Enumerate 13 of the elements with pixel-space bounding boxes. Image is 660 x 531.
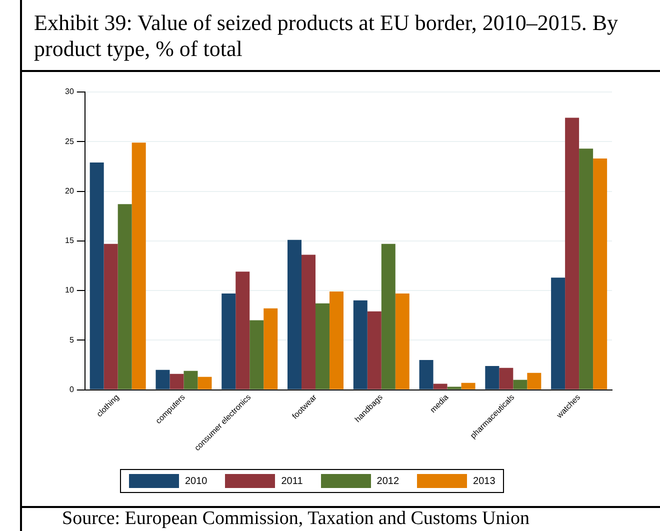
source-note: Source: European Commission, Taxation and Customs Union <box>20 508 660 531</box>
y-tick-label: 25 <box>64 136 74 146</box>
y-tick-label: 15 <box>64 236 74 246</box>
y-tick-label: 5 <box>69 335 74 344</box>
legend-label: 2013 <box>473 476 496 486</box>
y-tick-label: 20 <box>64 186 74 196</box>
legend-label: 2012 <box>376 476 400 486</box>
y-tick-label: 10 <box>64 286 74 295</box>
y-tick-label: 0 <box>69 384 74 394</box>
legend-label: 2010 <box>185 476 208 486</box>
legend-label: 2011 <box>281 476 303 486</box>
y-tick-label: 30 <box>64 87 74 96</box>
chart-title: Exhibit 39: Value of seized products at EU border, 2010–2015. By product type, % of total <box>20 0 660 72</box>
